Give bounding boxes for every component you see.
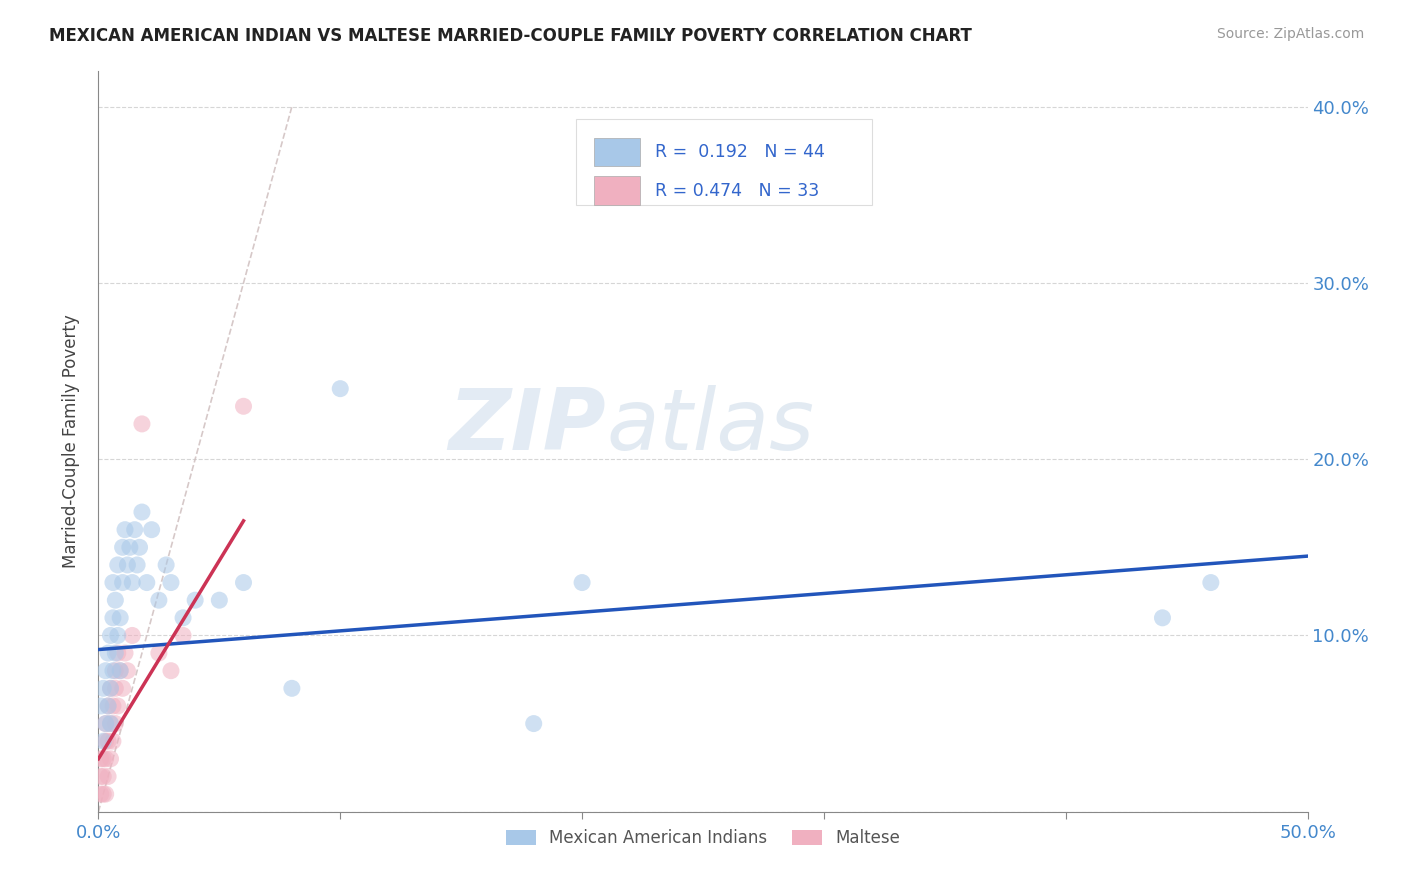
Point: [91, 752, 114, 766]
Point: [90, 698, 112, 713]
Point: [97, 769, 120, 783]
Point: [184, 593, 207, 607]
Point: [160, 664, 183, 678]
FancyBboxPatch shape: [595, 177, 640, 204]
Point: [100, 716, 122, 731]
Point: [131, 505, 153, 519]
Point: [100, 681, 122, 696]
FancyBboxPatch shape: [595, 138, 640, 166]
Point: [127, 558, 149, 572]
Point: [131, 417, 153, 431]
Point: [114, 523, 136, 537]
Point: [281, 681, 304, 696]
Point: [94, 734, 117, 748]
Point: [101, 611, 124, 625]
Text: ZIP: ZIP: [449, 385, 606, 468]
Point: [100, 681, 122, 696]
Point: [90, 752, 112, 766]
Point: [114, 646, 136, 660]
Point: [97, 734, 120, 748]
Point: [90, 787, 112, 801]
Point: [208, 593, 231, 607]
Point: [104, 646, 127, 660]
Point: [118, 541, 141, 555]
Point: [108, 611, 131, 625]
Point: [94, 752, 117, 766]
Point: [107, 558, 129, 572]
Point: [94, 664, 117, 678]
Point: [97, 698, 120, 713]
Point: [91, 787, 114, 801]
Point: [128, 541, 150, 555]
Point: [91, 769, 114, 783]
Point: [90, 769, 112, 783]
Legend: Mexican American Indians, Maltese: Mexican American Indians, Maltese: [498, 821, 908, 855]
Point: [1199, 575, 1222, 590]
Text: R = 0.474   N = 33: R = 0.474 N = 33: [655, 182, 818, 200]
Point: [108, 664, 131, 678]
Point: [111, 541, 134, 555]
Point: [101, 664, 124, 678]
Point: [111, 575, 134, 590]
Point: [117, 558, 139, 572]
Point: [101, 698, 124, 713]
Text: Source: ZipAtlas.com: Source: ZipAtlas.com: [1216, 27, 1364, 41]
Point: [101, 734, 124, 748]
Text: R =  0.192   N = 44: R = 0.192 N = 44: [655, 143, 824, 161]
Point: [148, 646, 170, 660]
Point: [104, 681, 127, 696]
Y-axis label: Married-Couple Family Poverty: Married-Couple Family Poverty: [62, 315, 80, 568]
Point: [121, 575, 143, 590]
Point: [172, 628, 194, 642]
Text: atlas: atlas: [606, 385, 814, 468]
Point: [107, 646, 129, 660]
Point: [94, 787, 117, 801]
Point: [94, 716, 117, 731]
Point: [141, 523, 163, 537]
Point: [232, 575, 254, 590]
Point: [97, 698, 120, 713]
Text: MEXICAN AMERICAN INDIAN VS MALTESE MARRIED-COUPLE FAMILY POVERTY CORRELATION CHA: MEXICAN AMERICAN INDIAN VS MALTESE MARRI…: [49, 27, 972, 45]
Point: [160, 575, 183, 590]
Point: [104, 716, 127, 731]
Point: [121, 628, 143, 642]
Point: [172, 611, 194, 625]
Point: [523, 716, 546, 731]
Point: [104, 664, 127, 678]
Point: [135, 575, 157, 590]
Point: [97, 646, 120, 660]
Point: [1152, 611, 1174, 625]
Point: [107, 628, 129, 642]
Point: [91, 681, 114, 696]
Point: [108, 664, 131, 678]
Point: [155, 558, 177, 572]
Point: [100, 628, 122, 642]
Point: [111, 681, 134, 696]
Point: [117, 664, 139, 678]
Point: [100, 716, 122, 731]
Point: [94, 716, 117, 731]
FancyBboxPatch shape: [576, 120, 872, 204]
Point: [107, 698, 129, 713]
Point: [329, 382, 352, 396]
Point: [100, 752, 122, 766]
Point: [232, 399, 254, 413]
Point: [91, 734, 114, 748]
Point: [148, 593, 170, 607]
Point: [104, 593, 127, 607]
Point: [571, 575, 593, 590]
Point: [101, 575, 124, 590]
Point: [124, 523, 146, 537]
